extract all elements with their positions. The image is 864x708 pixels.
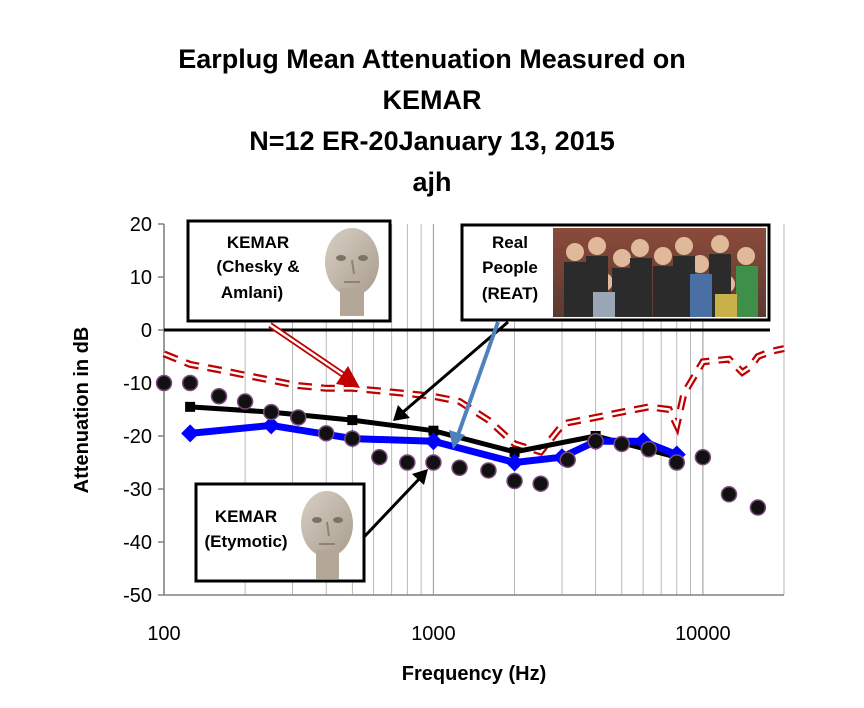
y-axis-label: Attenuation in dB (71, 327, 93, 494)
chart-title-line-3: N=12 ER-20January 13, 2015 (249, 126, 615, 156)
arrow-chesky-to-dashed (268, 322, 360, 388)
callout-chesky-amlani: KEMAR (Chesky & Amlani) (186, 219, 392, 323)
callout-line: Real (492, 233, 528, 252)
callout-line: Amlani) (221, 283, 283, 302)
callout-line: (REAT) (482, 284, 538, 303)
data-point-kemar-etymotic (640, 441, 658, 458)
data-point-kemar-etymotic (317, 425, 335, 442)
y-tick-labels: 20 10 0 -10 -20 -30 -40 -50 (123, 214, 152, 607)
series-line-chesky-amlani (162, 345, 785, 456)
annotation-arrows (268, 320, 509, 539)
arrow-etymotic-to-dots (362, 469, 428, 539)
chart-title-line-4: ajh (412, 167, 452, 197)
callout-line: KEMAR (227, 233, 289, 252)
data-point-kemar-etymotic (155, 374, 173, 392)
arrow-real-to-blue (449, 321, 500, 449)
chart-title-line-1: Earplug Mean Attenuation Measured on (178, 44, 686, 74)
callout-line: (Etymotic) (204, 532, 287, 551)
data-point-kemar-etymotic (668, 454, 686, 471)
y-tick-label: -30 (123, 479, 152, 501)
data-point-etymotic-blue (424, 432, 443, 451)
data-point-kemar-etymotic (236, 393, 254, 410)
y-tick-label: -10 (123, 373, 152, 395)
x-tick-labels: 100 1000 10000 (147, 623, 730, 645)
data-point-kemar-etymotic (344, 430, 361, 447)
horizontal-gridlines (158, 223, 164, 596)
data-point-kemar-etymotic (451, 459, 468, 477)
x-tick-label: 10000 (675, 623, 731, 645)
y-tick-label: -20 (123, 426, 152, 448)
kemar-head-image (295, 486, 362, 579)
data-point-reat (428, 425, 439, 436)
data-point-etymotic-blue (181, 424, 200, 443)
x-tick-label: 100 (147, 623, 180, 645)
arrow-real-to-black (393, 320, 509, 421)
chart-title-line-2: KEMAR (382, 85, 482, 115)
callout-line: KEMAR (215, 507, 277, 526)
y-tick-label: -50 (123, 585, 152, 607)
data-point-kemar-etymotic (399, 454, 416, 471)
data-point-kemar-etymotic (694, 448, 712, 466)
data-point-kemar-etymotic (532, 475, 549, 492)
data-point-kemar-etymotic (506, 472, 523, 490)
data-point-reat (347, 415, 358, 426)
x-tick-label: 1000 (411, 623, 456, 645)
data-point-kemar-etymotic (371, 448, 388, 466)
data-point-kemar-etymotic (720, 486, 738, 503)
data-point-kemar-etymotic (210, 388, 228, 405)
kemar-head-image (317, 224, 387, 316)
data-point-kemar-etymotic (181, 374, 199, 392)
callout-real-people: Real People (REAT) (460, 223, 771, 322)
group-photo-image (553, 228, 766, 317)
y-tick-label: 20 (130, 214, 152, 236)
data-point-etymotic-blue (262, 416, 281, 435)
data-point-kemar-etymotic (559, 451, 576, 469)
data-point-kemar-etymotic (425, 454, 442, 471)
callout-etymotic: KEMAR (Etymotic) (194, 482, 366, 583)
x-axis-label: Frequency (Hz) (402, 663, 546, 685)
data-point-kemar-etymotic (749, 499, 767, 516)
y-tick-label: 10 (130, 267, 152, 289)
data-point-kemar-etymotic (587, 433, 604, 450)
data-point-reat (509, 446, 520, 457)
data-point-kemar-etymotic (480, 462, 497, 479)
data-point-reat (185, 401, 196, 412)
data-point-kemar-etymotic (290, 409, 307, 426)
series-line-chesky-amlani-inner (163, 347, 785, 454)
data-point-etymotic-blue (505, 453, 524, 472)
y-tick-label: 0 (141, 320, 152, 342)
callout-line: People (482, 258, 538, 277)
callout-line: (Chesky & (216, 257, 299, 276)
series-layer (155, 328, 785, 516)
y-tick-label: -40 (123, 532, 152, 554)
data-point-kemar-etymotic (613, 435, 631, 453)
data-point-kemar-etymotic (262, 403, 280, 421)
